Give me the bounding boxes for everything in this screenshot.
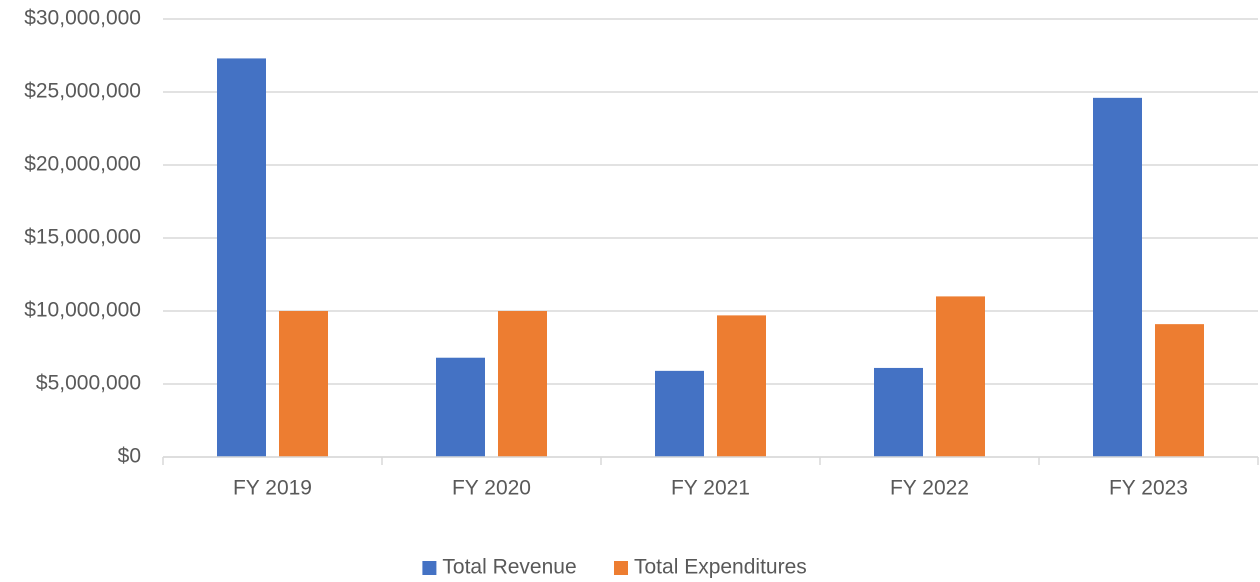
x-tick-label: FY 2020 <box>452 477 531 500</box>
bar <box>217 58 266 458</box>
bar <box>498 311 547 457</box>
bar <box>1155 324 1204 457</box>
bar <box>717 315 766 457</box>
x-tick-label: FY 2023 <box>1109 477 1188 500</box>
x-tick-label: FY 2021 <box>671 477 750 500</box>
y-tick-label: $20,000,000 <box>24 153 141 176</box>
y-tick-label: $0 <box>118 445 141 468</box>
bar <box>655 370 704 457</box>
y-tick-label: $30,000,000 <box>24 7 141 30</box>
y-tick-label: $25,000,000 <box>24 80 141 103</box>
bar <box>874 367 923 457</box>
legend-swatch <box>614 561 628 575</box>
legend-swatch <box>422 561 437 575</box>
y-tick-label: $10,000,000 <box>24 299 141 322</box>
x-tick-label: FY 2019 <box>233 477 312 500</box>
x-tick-label: FY 2022 <box>890 477 969 500</box>
bar <box>279 311 328 457</box>
legend-label: Total Expenditures <box>634 556 807 579</box>
bar <box>1093 97 1142 457</box>
bar <box>936 296 985 457</box>
legend-label: Total Revenue <box>442 556 576 579</box>
y-tick-label: $5,000,000 <box>36 372 141 395</box>
y-tick-label: $15,000,000 <box>24 226 141 249</box>
bar <box>436 357 485 457</box>
